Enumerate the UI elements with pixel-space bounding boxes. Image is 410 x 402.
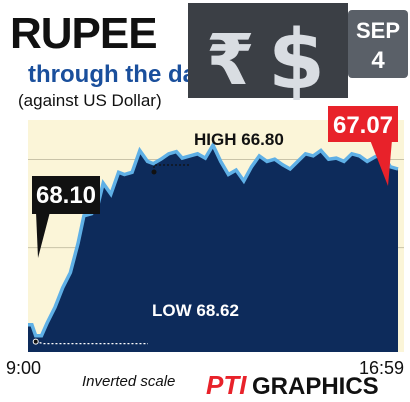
open-callout-pointer [36,212,50,258]
area-fill [28,145,398,352]
low-label: LOW 68.62 [152,301,239,320]
close-callout: 67.07 [328,106,398,186]
low-leader-line [35,341,148,345]
date-day: 4 [371,47,385,74]
series-line [28,141,399,338]
high-value-text: 66.80 [241,130,284,149]
chart-note: (against US Dollar) [18,91,162,110]
chart-subtitle: through the day [28,61,210,88]
date-badge: SEP 4 [348,10,408,78]
rupee-symbol-icon: ₹ [206,19,255,101]
high-label: HIGH 66.80 [194,130,284,149]
low-marker [32,338,39,345]
pti-logo: PTI [206,370,247,400]
x-start-label: 9:00 [6,358,41,378]
close-value: 67.07 [333,112,393,139]
graphics-wordmark: GRAPHICS [252,373,379,400]
high-marker [151,169,157,175]
x-end-label: 16:59 [359,358,404,378]
date-month: SEP [356,18,400,43]
currency-symbols-banner: ₹ $ [188,3,348,108]
high-label-text: HIGH [194,130,237,149]
chart-title: RUPEE [10,9,157,58]
close-callout-pointer [370,140,392,186]
dollar-symbol-icon: $ [268,13,325,108]
close-callout-box [328,106,398,142]
open-callout: 68.10 [32,176,100,258]
inverted-scale-note: Inverted scale [82,373,175,390]
open-value: 68.10 [36,182,96,209]
open-callout-box [32,176,100,214]
low-value-text: 68.62 [196,301,239,320]
low-label-text: LOW [152,301,193,320]
